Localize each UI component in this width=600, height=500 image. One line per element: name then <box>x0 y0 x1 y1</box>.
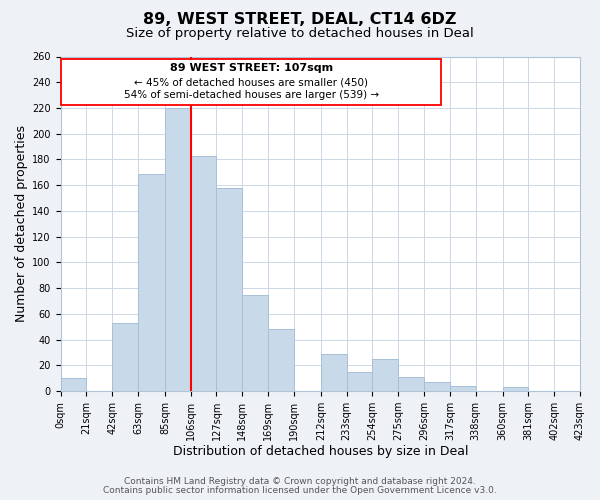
Text: ← 45% of detached houses are smaller (450): ← 45% of detached houses are smaller (45… <box>134 77 368 87</box>
Bar <box>165 108 191 391</box>
Bar <box>268 330 294 391</box>
Bar <box>450 386 476 391</box>
Bar <box>373 359 398 391</box>
Bar <box>347 372 373 391</box>
Bar <box>398 377 424 391</box>
Bar <box>112 323 138 391</box>
Bar <box>138 174 165 391</box>
Text: 89, WEST STREET, DEAL, CT14 6DZ: 89, WEST STREET, DEAL, CT14 6DZ <box>143 12 457 28</box>
Text: Contains HM Land Registry data © Crown copyright and database right 2024.: Contains HM Land Registry data © Crown c… <box>124 477 476 486</box>
X-axis label: Distribution of detached houses by size in Deal: Distribution of detached houses by size … <box>173 444 468 458</box>
FancyBboxPatch shape <box>61 59 441 106</box>
Text: Contains public sector information licensed under the Open Government Licence v3: Contains public sector information licen… <box>103 486 497 495</box>
Bar <box>321 354 347 391</box>
Text: Size of property relative to detached houses in Deal: Size of property relative to detached ho… <box>126 28 474 40</box>
Bar <box>503 388 529 391</box>
Bar <box>424 382 450 391</box>
Bar <box>217 188 242 391</box>
Bar <box>191 156 217 391</box>
Bar <box>242 294 268 391</box>
Y-axis label: Number of detached properties: Number of detached properties <box>15 126 28 322</box>
Text: 89 WEST STREET: 107sqm: 89 WEST STREET: 107sqm <box>170 63 333 73</box>
Bar <box>61 378 86 391</box>
Text: 54% of semi-detached houses are larger (539) →: 54% of semi-detached houses are larger (… <box>124 90 379 100</box>
